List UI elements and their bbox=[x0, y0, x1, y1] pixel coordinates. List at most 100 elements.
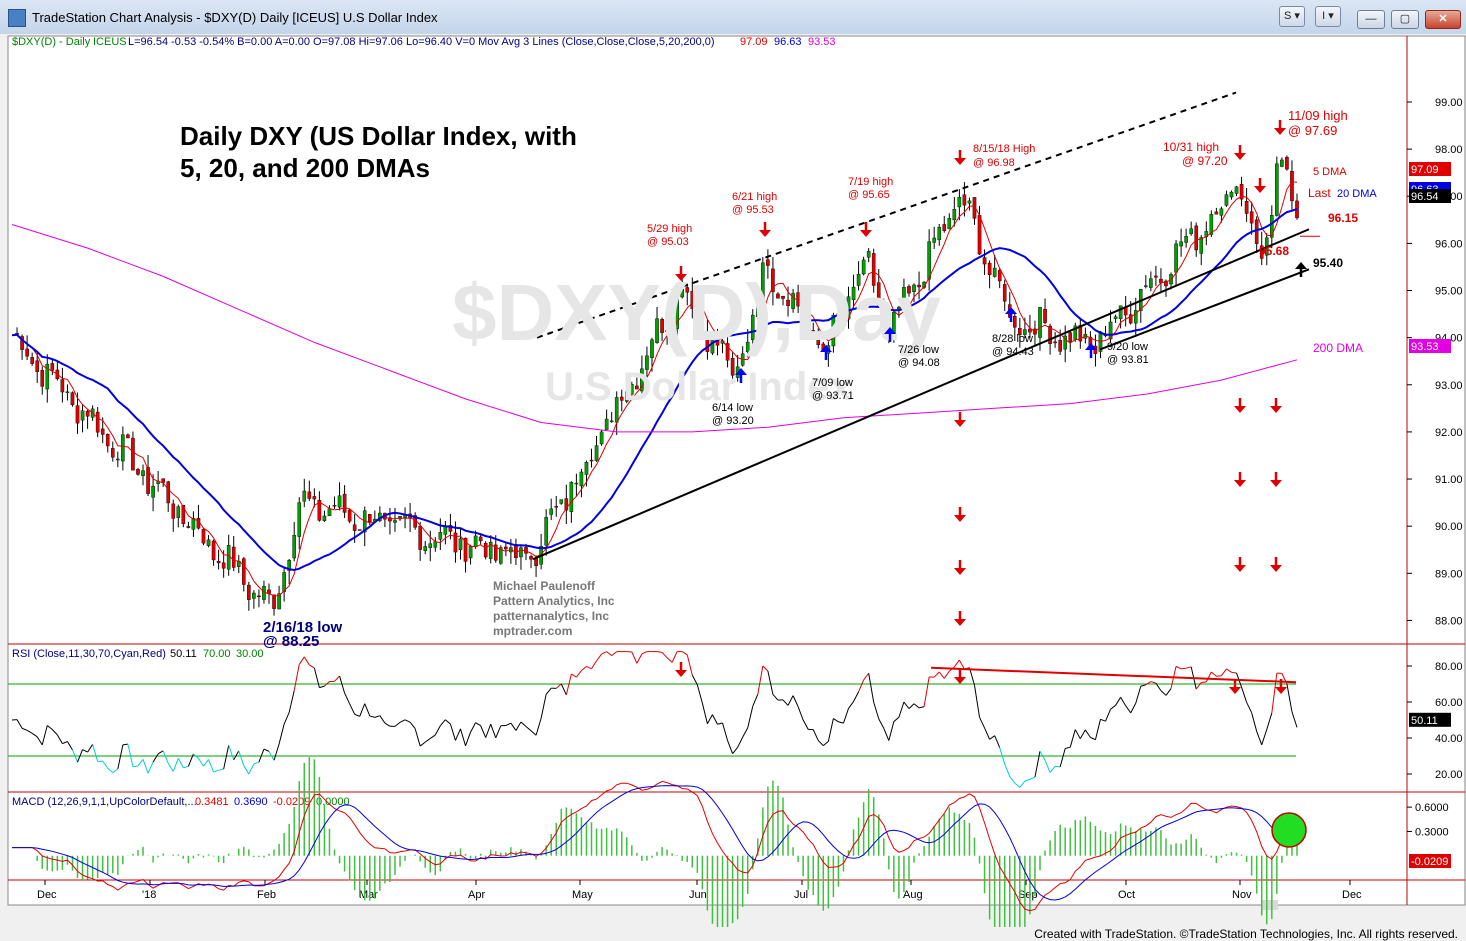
candle-up bbox=[594, 445, 599, 461]
candle-down bbox=[1164, 280, 1168, 287]
candle-up bbox=[151, 485, 155, 498]
rsi-segment bbox=[1115, 697, 1122, 706]
rsi-segment bbox=[530, 730, 537, 736]
candle-up bbox=[1023, 329, 1027, 335]
macd-axis-label: 0.6000 bbox=[1415, 802, 1449, 814]
rsi-segment bbox=[62, 741, 68, 745]
rsi-segment bbox=[782, 699, 789, 706]
rsi-arrow-head bbox=[1275, 687, 1287, 694]
watermark-name: U.S Dollar Index bbox=[545, 365, 852, 409]
indicator-link-button[interactable]: I ▾ bbox=[1315, 6, 1341, 27]
rsi-segment bbox=[505, 722, 512, 726]
rsi-segment bbox=[1074, 729, 1081, 739]
date-axis-label: Dec bbox=[1342, 889, 1362, 901]
price-axis-label: 91.00 bbox=[1435, 474, 1463, 486]
rsi-segment bbox=[429, 734, 436, 739]
candle-up bbox=[80, 410, 85, 421]
label-6-14-low: 6/14 low bbox=[712, 402, 753, 414]
candle-up bbox=[1224, 194, 1229, 206]
rsi-segment bbox=[1100, 718, 1106, 722]
rsi-segment bbox=[1261, 729, 1268, 745]
rsi-segment bbox=[213, 769, 219, 773]
rsi-segment bbox=[364, 703, 371, 717]
candle-up bbox=[191, 518, 196, 530]
rsi-segment bbox=[16, 719, 23, 729]
rsi-segment bbox=[772, 694, 779, 701]
candle-down bbox=[146, 467, 150, 494]
high-arrow-8-15-head bbox=[954, 158, 966, 165]
secondary-support-trendline bbox=[1099, 268, 1310, 351]
candle-down bbox=[730, 357, 735, 376]
rsi-segment bbox=[1009, 776, 1016, 784]
candle-down bbox=[816, 333, 821, 346]
high-arrow-5-29-head bbox=[675, 274, 687, 281]
candle-down bbox=[1249, 211, 1254, 224]
candle-down bbox=[1244, 201, 1249, 214]
label-7-19-value: @ 95.65 bbox=[848, 189, 890, 201]
candle-down bbox=[504, 546, 508, 550]
rsi-segment bbox=[903, 701, 910, 709]
rsi-segment bbox=[475, 722, 481, 727]
ma20-line bbox=[11, 208, 1298, 572]
candle-up bbox=[1219, 208, 1224, 216]
rsi-segment bbox=[883, 728, 890, 741]
rsi-segment bbox=[223, 745, 230, 770]
candle-up bbox=[559, 499, 564, 504]
rsi-segment bbox=[238, 750, 245, 766]
rsi-segment bbox=[1181, 667, 1187, 670]
symbol-link-button[interactable]: S ▾ bbox=[1279, 6, 1305, 27]
scroll-thumb[interactable] bbox=[1262, 900, 1278, 910]
rsi-segment bbox=[953, 659, 960, 668]
candle-down bbox=[1128, 314, 1133, 324]
rsi-axis-label: 60.00 bbox=[1435, 697, 1463, 709]
candle-down bbox=[312, 496, 317, 500]
rsi-segment bbox=[122, 743, 128, 746]
rsi-segment bbox=[495, 725, 502, 739]
candle-up bbox=[967, 200, 972, 204]
candle-up bbox=[1144, 285, 1148, 287]
close-button[interactable]: ✕ bbox=[1425, 10, 1461, 29]
rsi-segment bbox=[127, 744, 134, 767]
candle-up bbox=[327, 508, 332, 517]
rsi-segment bbox=[671, 651, 678, 663]
rsi-segment bbox=[303, 656, 310, 666]
candle-down bbox=[478, 536, 483, 542]
rsi-segment bbox=[67, 741, 73, 751]
candle-down bbox=[997, 269, 1002, 282]
candle-down bbox=[987, 262, 992, 275]
rsi-segment bbox=[812, 729, 819, 741]
rsi-segment bbox=[177, 757, 184, 768]
candle-up bbox=[650, 339, 654, 359]
rsi-segment bbox=[631, 651, 638, 664]
rsi-segment bbox=[107, 767, 114, 774]
rsi-segment bbox=[863, 672, 870, 681]
candle-up bbox=[932, 237, 936, 243]
rsi-segment bbox=[1039, 750, 1046, 761]
rsi-segment bbox=[696, 684, 703, 704]
candle-down bbox=[1053, 341, 1057, 344]
rsi-segment bbox=[313, 667, 320, 688]
upper-channel-trendline bbox=[536, 91, 1237, 339]
credit-company: Pattern Analytics, Inc bbox=[493, 594, 615, 608]
minimize-button[interactable]: — bbox=[1357, 10, 1385, 29]
candle-down bbox=[806, 321, 810, 332]
rsi-segment bbox=[1241, 687, 1248, 703]
rsi-segment bbox=[727, 740, 734, 754]
rsi-segment bbox=[208, 759, 215, 773]
rsi-segment bbox=[767, 670, 774, 695]
rsi-value-box bbox=[1409, 712, 1451, 727]
candle-up bbox=[1174, 243, 1178, 273]
rsi-segment bbox=[712, 714, 718, 725]
rsi-segment bbox=[1186, 666, 1192, 669]
rsi-segment bbox=[873, 702, 880, 720]
candle-down bbox=[181, 505, 186, 524]
label-6-14-value: @ 93.20 bbox=[712, 415, 754, 427]
rsi-segment bbox=[490, 724, 497, 739]
candle-up bbox=[468, 546, 473, 559]
label-6-21-value: @ 95.53 bbox=[732, 204, 774, 216]
maximize-button[interactable]: ▢ bbox=[1391, 10, 1419, 29]
rsi-segment bbox=[666, 657, 673, 663]
rsi-segment bbox=[419, 741, 426, 747]
label-8-15-high: 8/15/18 High bbox=[973, 143, 1035, 155]
candle-up bbox=[1189, 228, 1193, 235]
